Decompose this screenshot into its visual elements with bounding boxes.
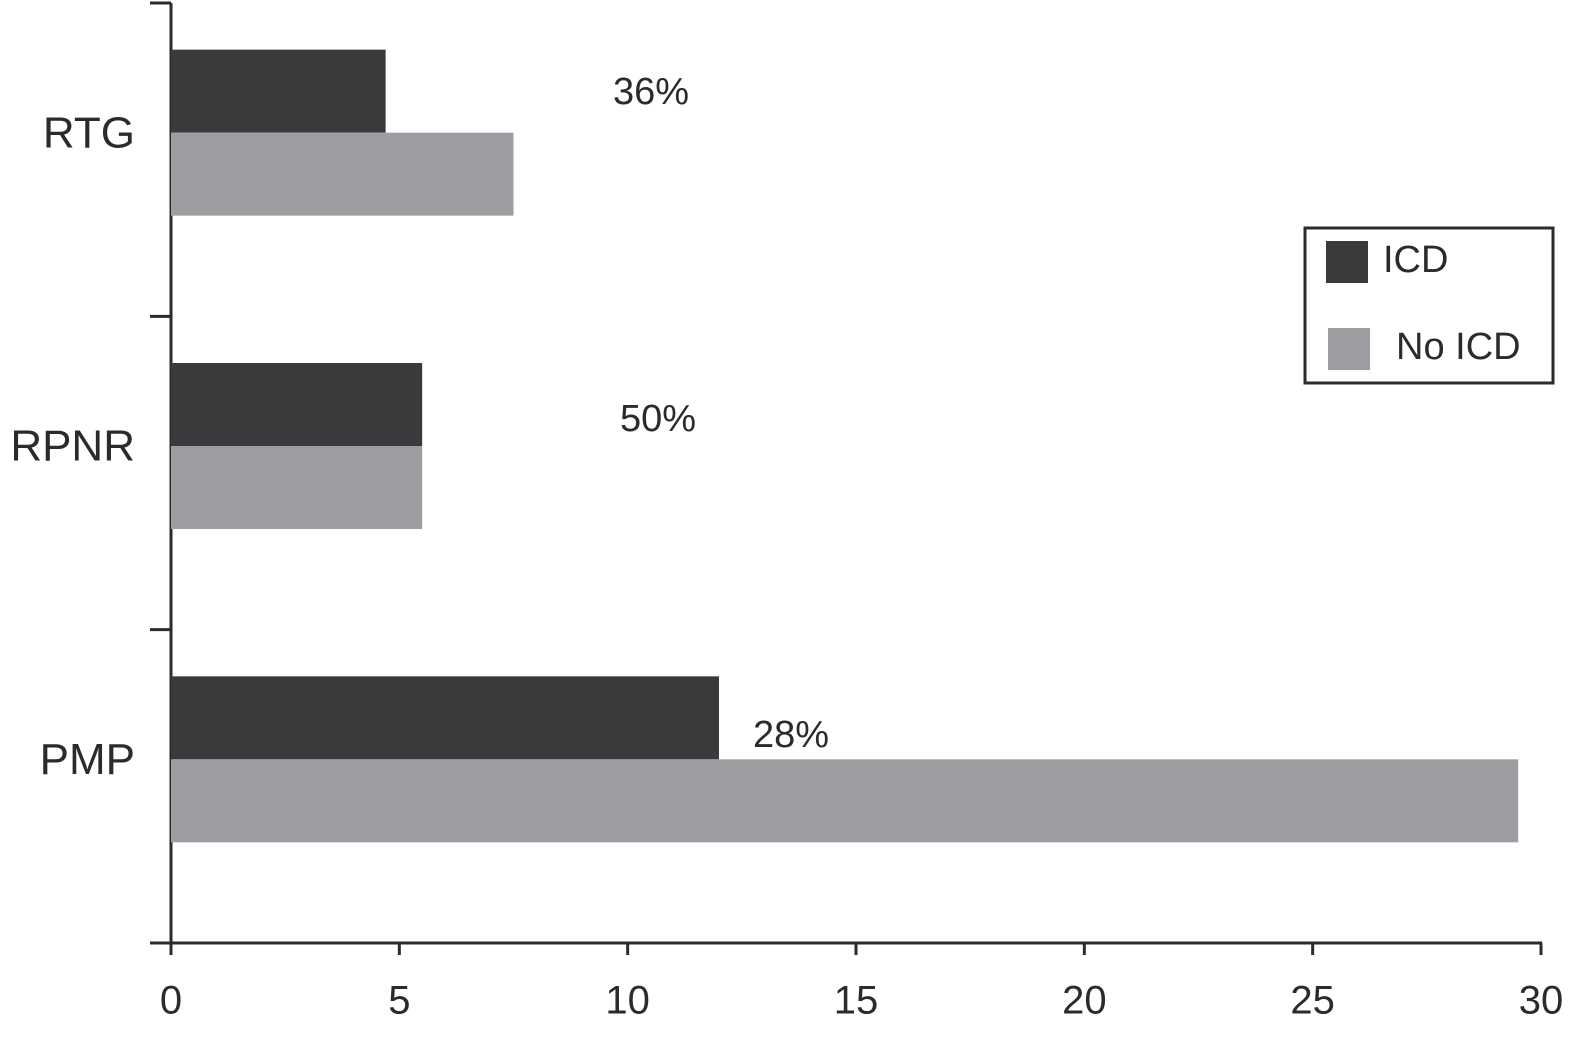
y-tick-label: RPNR [10,422,135,471]
bar [171,132,514,216]
x-tick-label: 5 [388,979,410,1023]
bar [171,676,719,760]
legend-label: No ICD [1396,326,1521,368]
x-tick-label: 30 [1519,979,1564,1023]
legend: ICD No ICD [1303,226,1555,385]
legend-label: ICD [1383,239,1448,281]
y-tick-label: PMP [40,735,135,784]
annotation: 28% [753,714,829,756]
bar [171,759,1519,843]
x-tick-label: 20 [1062,979,1107,1023]
bar [171,363,423,446]
legend-swatch [1328,328,1370,370]
bar [171,49,386,133]
legend-swatch [1326,241,1368,283]
x-tick-label: 10 [605,979,650,1023]
annotation: 50% [620,398,696,440]
y-tick-label: RTG [43,108,135,157]
x-tick-label: 15 [834,979,879,1023]
x-tick-label: 0 [160,979,182,1023]
bar [171,446,423,529]
annotation: 36% [613,71,689,113]
x-tick-label: 25 [1290,979,1335,1023]
